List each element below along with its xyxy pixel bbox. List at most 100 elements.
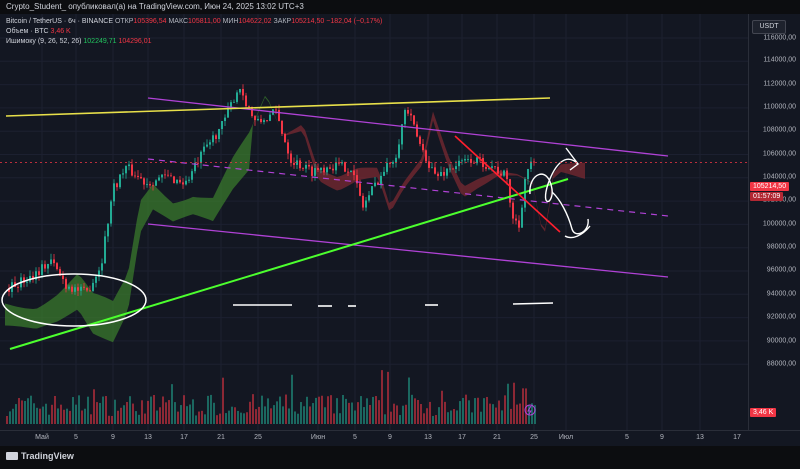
candle-body [143,178,145,185]
ichimoku-cloud-segment [393,193,397,208]
candle-body [95,276,97,283]
ichimoku-cloud-segment [557,164,561,176]
candle-body [68,286,70,289]
candle-body [38,271,40,275]
volume-bar [159,407,161,424]
candle-body [182,182,184,185]
volume-bar [432,415,434,424]
volume-bar [510,408,512,424]
candle-body [251,106,253,117]
price-tick-label: 104000,00 [762,173,796,181]
candle-body [158,177,160,181]
time-tick-label: 9 [660,434,664,441]
volume-bar [15,404,17,424]
volume-bar [444,401,446,424]
candle-body [353,170,355,176]
price-tick-label: 110000,00 [763,103,796,111]
candle-body [290,153,292,163]
volume-bar [201,410,203,424]
volume-bar [471,412,473,424]
volume-bar [447,412,449,424]
ichimoku-cloud-segment [237,144,241,185]
publication-header: Crypto_Student_ опубликовал(а) на Tradin… [0,0,800,14]
chart-area[interactable]: Bitcoin / TetherUS · 6ч · BINANCE ОТКР10… [0,14,748,430]
chart-legend: Bitcoin / TetherUS · 6ч · BINANCE ОТКР10… [6,17,382,47]
candle-body [389,163,391,164]
volume-bar [294,411,296,424]
ichimoku-cloud-segment [265,95,269,103]
candle-body [101,263,103,271]
ichimoku-cloud-segment [29,308,33,329]
price-chart[interactable] [0,14,748,430]
candle-body [257,118,259,121]
ichimoku-label[interactable]: Ишимоку (9, 26, 52, 26) [6,38,82,45]
volume-bar [63,409,65,424]
candle-body [329,167,331,169]
candle-body [320,167,322,170]
candle-body [476,157,478,164]
candle-body [386,163,388,172]
candle-body [188,179,190,181]
volume-bar [252,394,254,424]
candle-body [140,176,142,179]
ichimoku-cloud-segment [477,177,481,189]
publication-title: Crypto_Student_ опубликовал(а) на Tradin… [6,2,304,11]
candle-body [74,287,76,292]
candle-body [410,113,412,116]
volume-bar [219,413,221,424]
candle-body [404,109,406,125]
volume-bar [414,398,416,424]
volume-label[interactable]: Объем · BTC [6,28,49,35]
ichimoku-cloud-segment [513,173,517,176]
volume-bar [465,394,467,424]
ichimoku-cloud-segment [413,164,417,177]
ichimoku-cloud-segment [425,129,429,156]
candle-body [17,286,19,288]
volume-bar [381,370,383,424]
candle-body [8,287,10,292]
ichimoku-cloud-segment [397,186,401,201]
candle-body [197,162,199,164]
candle-body [494,166,496,168]
ichimoku-cloud-segment [9,304,13,326]
candle-body [89,290,91,292]
candle-body [146,184,148,185]
volume-bar [75,404,77,424]
ichimoku-cloud-segment [101,295,105,340]
volume-bar [54,396,56,424]
time-tick-label: 25 [254,434,262,441]
volume-bar [423,413,425,424]
candle-body [500,173,502,176]
ichimoku-cloud-segment [333,175,337,191]
volume-bar [87,396,89,424]
price-tick-label: 108000,00 [762,126,796,134]
volume-bar [384,414,386,424]
candle-body [401,124,403,145]
candle-body [104,236,106,264]
candle-body [113,183,115,202]
ichimoku-cloud-segment [141,194,145,232]
candle-body [71,286,73,292]
ichimoku-cloud-segment [217,181,221,215]
time-axis[interactable]: Май 5 9 13 17 21 25 Июн 5 9 13 17 21 25 Июл 5 9 13 17 [0,430,800,446]
price-scale[interactable]: 116000,00 114000,00 112000,00 110000,00 1080… [748,14,800,430]
volume-bar [126,401,128,424]
tradingview-logo[interactable]: TradingView [6,451,74,461]
candle-body [524,179,526,208]
volume-bar [321,395,323,424]
ichimoku-cloud-segment [365,167,369,179]
candle-body [80,286,82,291]
ichimoku-cloud-segment [293,127,297,134]
currency-button[interactable]: USDT [752,20,786,34]
symbol-name[interactable]: Bitcoin / TetherUS · 6ч · BINANCE [6,18,113,25]
volume-bar [141,400,143,424]
candle-body [245,95,247,107]
candle-body [311,166,313,176]
ichimoku-cloud-segment [277,121,281,132]
volume-bar [18,398,20,424]
accumulation-ellipse [1,273,147,327]
volume-bar [399,415,401,424]
volume-bar [21,400,23,424]
candle-body [347,171,349,173]
volume-bar [531,403,533,424]
